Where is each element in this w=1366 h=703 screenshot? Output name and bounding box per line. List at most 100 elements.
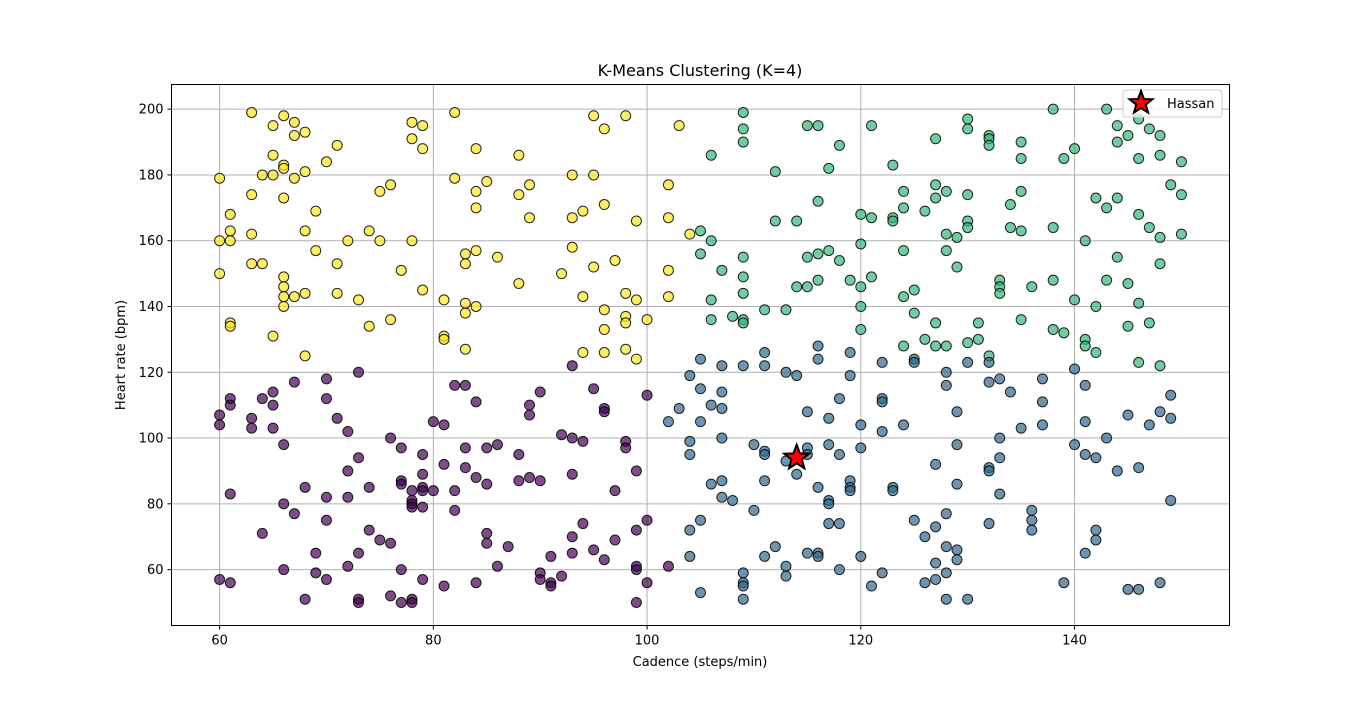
data-point <box>449 172 461 184</box>
data-point <box>919 577 931 589</box>
data-point <box>695 416 706 428</box>
data-point <box>673 120 685 132</box>
data-point <box>994 432 1006 444</box>
data-point <box>417 448 429 460</box>
data-point <box>438 419 450 431</box>
data-point <box>513 448 525 460</box>
y-tick-label: 100 <box>139 432 164 447</box>
data-point <box>278 110 290 122</box>
data-point <box>267 120 279 132</box>
data-point <box>438 333 450 345</box>
data-point <box>267 422 279 434</box>
data-point <box>288 291 300 303</box>
data-point <box>823 518 835 530</box>
data-point <box>224 399 236 411</box>
data-point <box>940 508 952 520</box>
data-point <box>342 560 354 572</box>
data-point <box>481 442 493 454</box>
data-point <box>759 360 771 372</box>
data-point <box>1143 419 1155 431</box>
data-point <box>278 281 290 293</box>
data-point <box>759 448 771 460</box>
y-tick-label: 200 <box>139 103 164 118</box>
data-point <box>374 534 386 546</box>
data-point <box>855 208 867 220</box>
data-point <box>1175 189 1187 201</box>
data-point <box>246 189 258 201</box>
data-point <box>545 550 557 562</box>
data-point <box>513 475 525 487</box>
data-point <box>940 245 952 257</box>
data-point <box>769 215 781 227</box>
data-point <box>759 475 771 487</box>
data-point <box>1079 235 1091 247</box>
data-point <box>246 412 258 424</box>
data-point <box>1111 136 1123 148</box>
data-point <box>331 412 343 424</box>
data-point <box>695 225 706 237</box>
data-point <box>695 353 706 365</box>
data-point <box>256 393 268 405</box>
data-point <box>673 402 685 414</box>
data-point <box>1154 258 1166 270</box>
data-point <box>481 176 493 188</box>
data-point <box>1165 389 1177 401</box>
data-point <box>1090 300 1102 312</box>
data-point <box>556 570 568 582</box>
data-point <box>898 202 910 214</box>
data-point <box>630 596 642 608</box>
data-point <box>791 215 803 227</box>
data-point <box>502 541 514 553</box>
data-point <box>865 212 877 224</box>
data-point <box>588 261 600 273</box>
data-point <box>481 527 493 539</box>
data-point <box>1004 222 1016 234</box>
data-point <box>470 472 482 484</box>
data-point <box>833 139 845 151</box>
data-point <box>491 560 503 572</box>
data-point <box>1015 136 1027 148</box>
data-point <box>385 590 397 602</box>
data-point <box>449 379 461 391</box>
data-point <box>470 143 482 155</box>
data-point <box>1058 327 1070 339</box>
data-point <box>1047 324 1059 336</box>
data-point <box>962 123 974 135</box>
data-point <box>417 501 429 513</box>
data-point <box>705 478 717 490</box>
y-tick-label: 180 <box>139 168 164 183</box>
data-point <box>737 580 749 592</box>
data-point <box>962 189 974 201</box>
data-point <box>1154 360 1166 372</box>
data-point <box>662 212 674 224</box>
data-point <box>395 264 407 276</box>
data-point <box>459 462 471 474</box>
data-point <box>1101 202 1113 214</box>
data-point <box>865 580 877 592</box>
data-point <box>695 587 706 599</box>
data-point <box>972 333 984 345</box>
legend-label: Hassan <box>1167 97 1215 112</box>
data-point <box>470 577 482 589</box>
data-point <box>224 235 236 247</box>
data-point <box>844 347 856 359</box>
data-point <box>833 254 845 266</box>
data-point <box>951 544 963 556</box>
data-point <box>1069 294 1081 306</box>
data-point <box>459 343 471 355</box>
data-point <box>620 317 632 329</box>
y-tick-label: 80 <box>147 497 164 512</box>
data-point <box>1111 192 1123 204</box>
data-point <box>662 291 674 303</box>
data-point <box>983 518 995 530</box>
data-point <box>951 261 963 273</box>
data-point <box>737 567 749 579</box>
data-point <box>566 360 578 372</box>
data-point <box>994 287 1006 299</box>
data-point <box>214 268 226 280</box>
data-point <box>224 208 236 220</box>
data-point <box>983 356 995 368</box>
data-point <box>417 284 429 296</box>
data-point <box>716 475 728 487</box>
data-point <box>1036 396 1048 408</box>
